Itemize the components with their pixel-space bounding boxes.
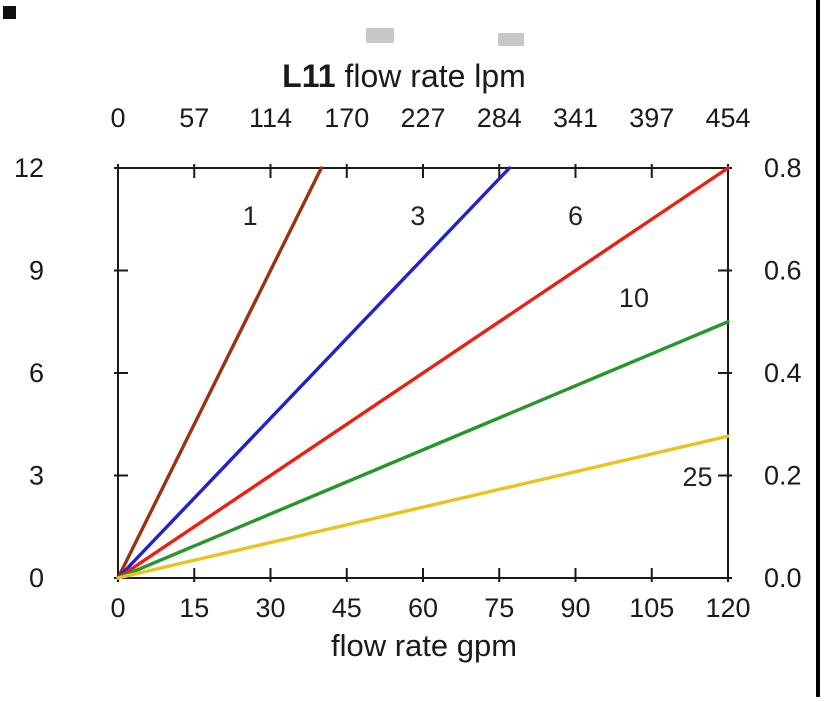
series-label-1: 1 — [243, 201, 258, 231]
top-axis-tick-label: 454 — [705, 103, 750, 133]
screenshot-artifact-smudge — [498, 33, 524, 46]
right-axis-tick-label: 0.8 — [764, 153, 802, 183]
screenshot-artifact-square — [3, 6, 16, 19]
bottom-axis-tick-label: 105 — [629, 593, 674, 623]
series-line-10 — [116, 320, 730, 580]
bottom-axis-tick-label: 30 — [255, 593, 285, 623]
top-axis-tick-label: 284 — [477, 103, 522, 133]
bottom-axis-tick-label: 0 — [110, 593, 125, 623]
top-axis-tick-label: 227 — [400, 103, 445, 133]
top-axis-tick-label: 341 — [553, 103, 598, 133]
series-label-3: 3 — [410, 201, 425, 231]
right-axis-tick-label: 0.6 — [764, 256, 802, 286]
bottom-axis-tick-label: 120 — [705, 593, 750, 623]
series-line-3 — [116, 166, 512, 580]
top-axis-tick-label: 0 — [110, 103, 125, 133]
top-axis-tick-label: 57 — [179, 103, 209, 133]
left-axis-tick-label: 0 — [29, 563, 44, 593]
screenshot-artifact-smudge — [366, 28, 394, 43]
bottom-axis-tick-label: 90 — [560, 593, 590, 623]
left-axis-tick-label: 6 — [29, 358, 44, 388]
left-axis-tick-label: 9 — [29, 256, 44, 286]
top-axis-tick-label: 114 — [249, 103, 292, 133]
series-label-25: 25 — [682, 462, 712, 492]
series-line-6 — [116, 166, 730, 580]
chart-title-units: flow rate lpm — [336, 58, 526, 94]
right-axis-tick-label: 0.0 — [764, 563, 802, 593]
series-group: 1 3 6 10 25 — [116, 166, 730, 580]
series-line-1 — [116, 166, 324, 580]
bottom-axis-tick-label: 45 — [332, 593, 362, 623]
chart-title-model: L11 — [282, 58, 335, 94]
right-axis-tick-label: 0.4 — [764, 358, 802, 388]
series-label-10: 10 — [619, 283, 649, 313]
bottom-axis-tick-label: 60 — [408, 593, 438, 623]
chart-title: L11 flow rate lpm — [282, 58, 526, 94]
series-label-6: 6 — [568, 201, 583, 231]
top-axis-tick-label: 170 — [324, 103, 369, 133]
series-line-25 — [116, 434, 730, 580]
left-axis-tick-label: 3 — [29, 461, 44, 491]
screenshot-artifact-right-line — [816, 0, 820, 697]
bottom-axis-tick-label: 15 — [179, 593, 209, 623]
bottom-axis-tick-label: 75 — [484, 593, 514, 623]
x-axis-title: flow rate gpm — [331, 628, 517, 663]
right-axis-tick-label: 0.2 — [764, 461, 802, 491]
left-axis-tick-label: 12 — [14, 153, 44, 183]
top-axis-tick-label: 397 — [629, 103, 674, 133]
